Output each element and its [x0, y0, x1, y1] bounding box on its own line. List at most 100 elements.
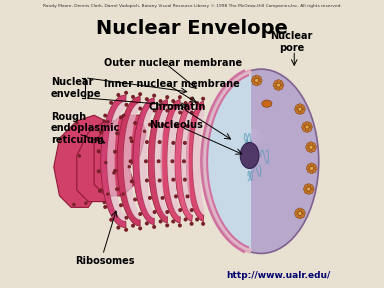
Circle shape — [145, 128, 148, 132]
Ellipse shape — [204, 69, 319, 253]
Circle shape — [298, 211, 302, 215]
Circle shape — [310, 163, 314, 167]
Circle shape — [296, 109, 300, 113]
Circle shape — [308, 125, 313, 129]
Circle shape — [311, 143, 316, 147]
Circle shape — [157, 179, 162, 183]
Circle shape — [171, 178, 175, 182]
Circle shape — [307, 190, 311, 194]
Circle shape — [145, 221, 149, 226]
Circle shape — [106, 158, 109, 161]
Circle shape — [174, 124, 178, 128]
Circle shape — [133, 121, 137, 125]
Circle shape — [306, 143, 311, 147]
Circle shape — [170, 159, 174, 163]
Circle shape — [161, 123, 165, 127]
Circle shape — [185, 124, 190, 128]
Circle shape — [124, 91, 128, 95]
Circle shape — [280, 83, 284, 87]
Circle shape — [104, 193, 108, 196]
Ellipse shape — [232, 125, 255, 140]
Text: Chromatin: Chromatin — [149, 102, 206, 111]
Circle shape — [257, 76, 261, 80]
Polygon shape — [167, 106, 181, 217]
Circle shape — [300, 214, 305, 218]
Circle shape — [255, 78, 259, 82]
Circle shape — [307, 187, 311, 191]
Circle shape — [174, 194, 178, 198]
Circle shape — [104, 118, 108, 121]
Circle shape — [131, 224, 135, 228]
Polygon shape — [148, 99, 168, 223]
Circle shape — [295, 211, 298, 215]
Circle shape — [257, 81, 261, 85]
Polygon shape — [101, 95, 126, 228]
Circle shape — [276, 83, 280, 87]
Circle shape — [298, 111, 302, 115]
Circle shape — [126, 138, 129, 141]
Text: Nuclear
envelope: Nuclear envelope — [51, 77, 101, 99]
Circle shape — [313, 166, 317, 170]
Circle shape — [165, 223, 169, 228]
Circle shape — [201, 97, 205, 101]
Circle shape — [148, 123, 152, 127]
Circle shape — [310, 187, 314, 191]
Circle shape — [152, 94, 156, 98]
Text: Inner nuclear membrane: Inner nuclear membrane — [104, 79, 240, 88]
Circle shape — [78, 156, 81, 160]
Circle shape — [304, 185, 308, 189]
Circle shape — [305, 125, 309, 129]
Circle shape — [138, 107, 142, 111]
Circle shape — [104, 120, 107, 124]
Circle shape — [130, 139, 134, 143]
Circle shape — [310, 170, 314, 174]
Circle shape — [145, 140, 149, 144]
Text: Nucleolus: Nucleolus — [149, 120, 203, 130]
Polygon shape — [181, 107, 193, 215]
Polygon shape — [204, 71, 251, 252]
Polygon shape — [186, 101, 204, 221]
Circle shape — [306, 145, 310, 149]
Circle shape — [157, 159, 161, 163]
Circle shape — [113, 150, 117, 154]
Circle shape — [109, 218, 113, 222]
Circle shape — [304, 190, 308, 194]
Circle shape — [309, 149, 313, 153]
Circle shape — [307, 169, 311, 173]
Polygon shape — [117, 96, 140, 226]
Circle shape — [110, 171, 113, 175]
Circle shape — [298, 107, 302, 111]
Circle shape — [178, 223, 182, 228]
Circle shape — [184, 217, 187, 221]
Circle shape — [165, 95, 169, 99]
Circle shape — [131, 95, 135, 99]
Polygon shape — [133, 98, 154, 225]
Circle shape — [308, 123, 311, 127]
Polygon shape — [107, 101, 126, 221]
Circle shape — [171, 99, 175, 103]
Circle shape — [190, 111, 194, 115]
Circle shape — [307, 183, 311, 187]
Polygon shape — [193, 107, 205, 215]
Circle shape — [306, 166, 310, 170]
Circle shape — [130, 179, 134, 183]
Circle shape — [85, 198, 88, 201]
Circle shape — [123, 112, 127, 116]
Circle shape — [99, 188, 103, 192]
Circle shape — [201, 222, 205, 226]
Circle shape — [77, 117, 81, 120]
Circle shape — [124, 103, 129, 107]
Circle shape — [276, 86, 280, 90]
Circle shape — [103, 205, 107, 209]
Circle shape — [296, 209, 300, 213]
Circle shape — [116, 226, 121, 230]
Text: Nuclear
pore: Nuclear pore — [270, 31, 313, 53]
Circle shape — [97, 169, 101, 173]
Circle shape — [124, 228, 128, 232]
Circle shape — [279, 86, 283, 90]
Circle shape — [190, 208, 194, 212]
Text: Nuclear Envelope: Nuclear Envelope — [96, 19, 288, 38]
Circle shape — [116, 93, 121, 97]
Circle shape — [138, 92, 142, 96]
Circle shape — [103, 113, 107, 118]
